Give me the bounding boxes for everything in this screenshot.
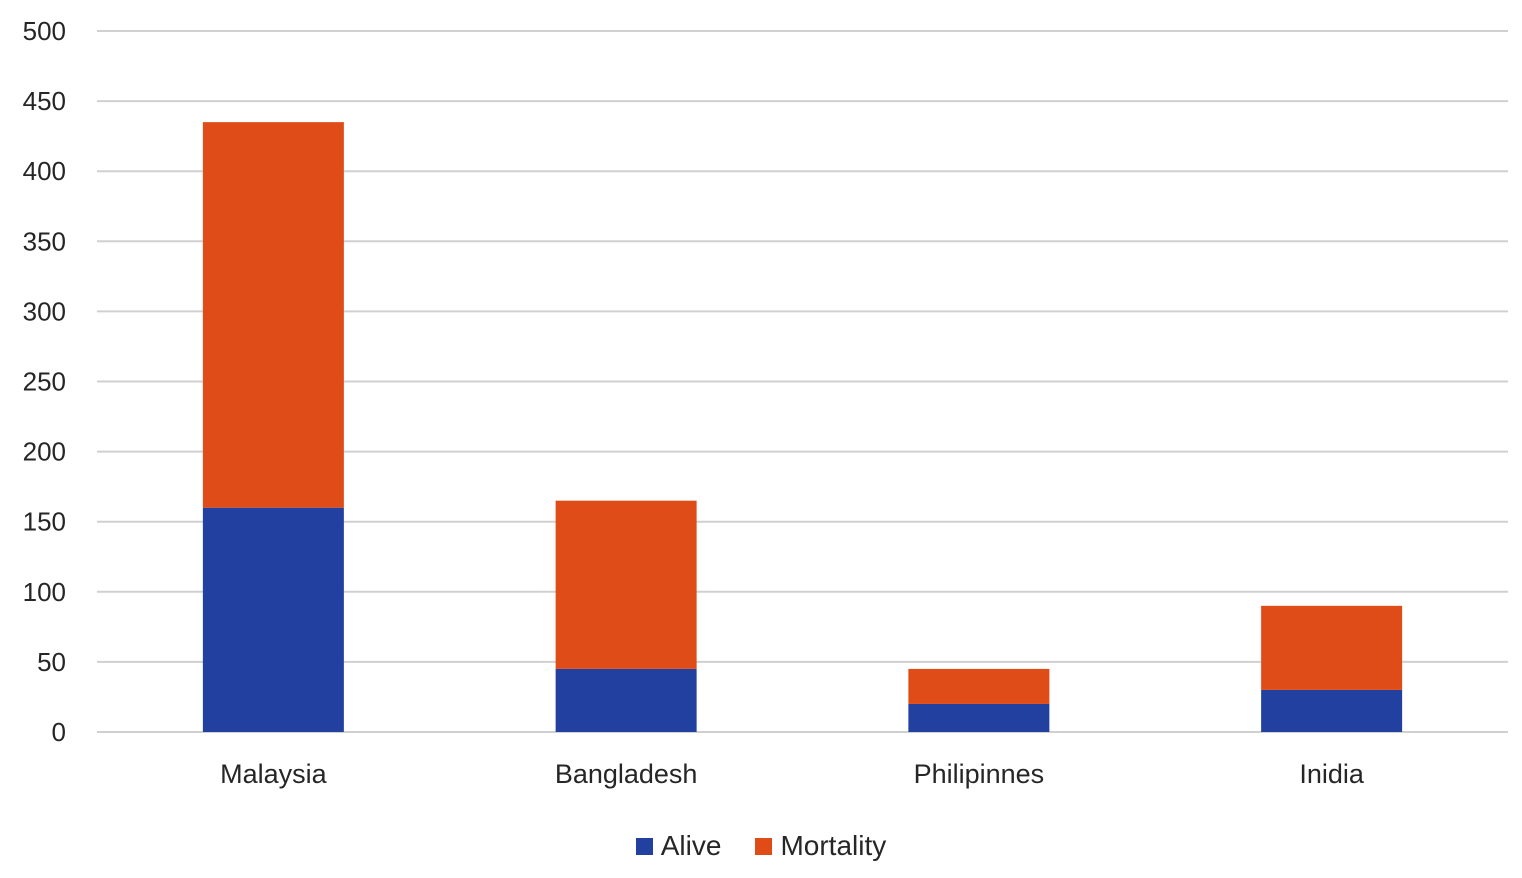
legend-label-alive: Alive (660, 830, 722, 861)
x-axis-category-labels: Malaysia Bangladesh Philipinnes Inidia (220, 759, 1365, 789)
bar-alive-philipinnes (908, 703, 1050, 732)
bar-alive-malaysia (202, 507, 344, 732)
x-category-label: Philipinnes (914, 759, 1045, 789)
y-axis-tick-labels: 0 50 100 150 200 250 300 350 400 450 500 (23, 16, 66, 747)
y-tick-label: 450 (23, 86, 66, 116)
x-category-label: Inidia (1299, 759, 1365, 789)
y-tick-label: 200 (23, 437, 66, 467)
y-tick-label: 50 (37, 647, 66, 677)
bar-series (202, 122, 1403, 732)
bar-mortality-malaysia (202, 122, 344, 508)
y-tick-label: 300 (23, 296, 66, 326)
y-tick-label: 0 (52, 717, 66, 747)
legend-swatch-mortality (755, 837, 773, 855)
y-tick-label: 500 (23, 16, 66, 46)
legend-label-mortality: Mortality (780, 830, 887, 861)
legend-swatch-alive (635, 837, 653, 855)
legend-item-mortality: Mortality (755, 830, 886, 862)
y-tick-label: 400 (23, 156, 66, 186)
x-category-label: Malaysia (220, 759, 328, 789)
chart-legend: Alive Mortality (0, 826, 1522, 866)
legend-item-alive: Alive (635, 830, 722, 862)
y-tick-label: 100 (23, 577, 66, 607)
bar-mortality-philipinnes (908, 668, 1050, 704)
x-category-label: Bangladesh (555, 759, 698, 789)
y-tick-label: 350 (23, 226, 66, 256)
y-tick-label: 250 (23, 367, 66, 397)
bar-alive-inidia (1261, 689, 1403, 732)
bar-mortality-bangladesh (555, 500, 697, 669)
bar-alive-bangladesh (555, 668, 697, 732)
bar-mortality-inidia (1261, 605, 1403, 690)
y-tick-label: 150 (23, 507, 66, 537)
